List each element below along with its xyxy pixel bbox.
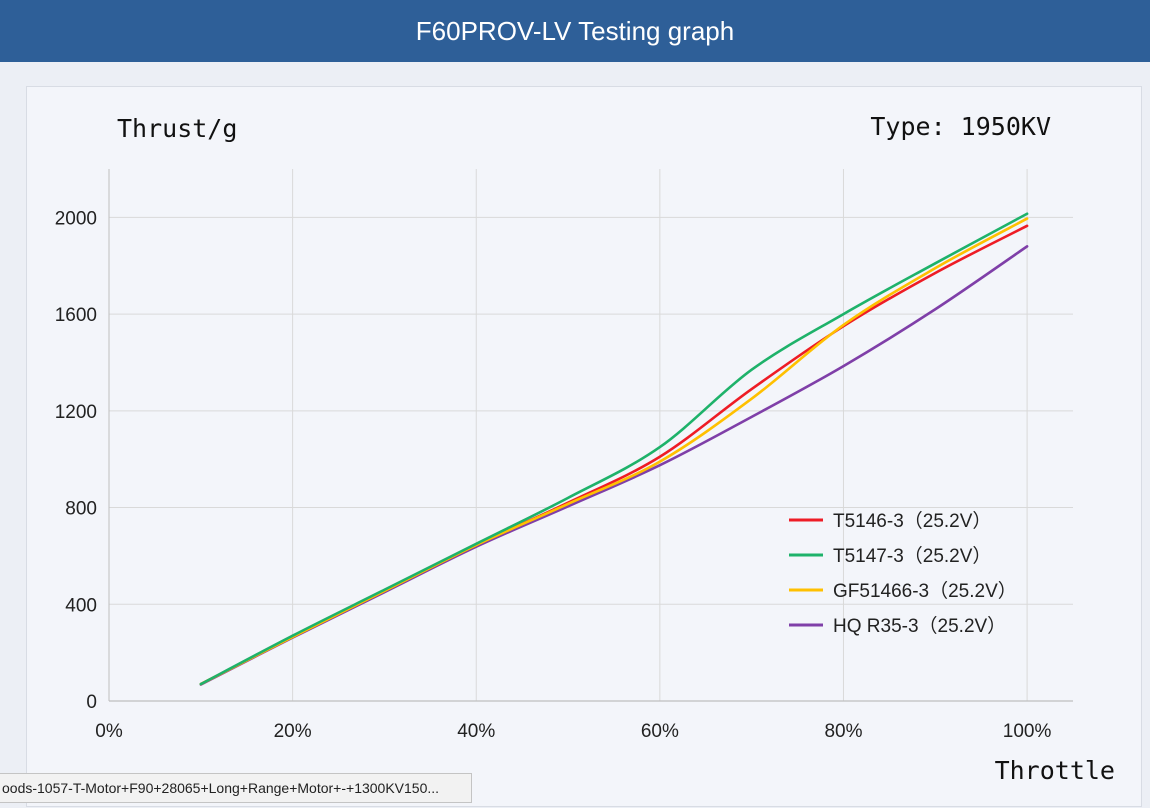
series-line-2 [199,217,1029,686]
x-tick-label: 40% [457,721,495,742]
series-lines [199,212,1029,686]
x-axis-label: Throttle [995,756,1115,785]
y-axis-label: Thrust/g [117,114,237,143]
series-line-1 [199,212,1029,686]
y-tick-label: 800 [65,499,97,520]
y-tick-label: 1200 [55,402,97,423]
status-bar-url: oods-1057-T-Motor+F90+28065+Long+Range+M… [0,773,472,803]
page-header: F60PROV-LV Testing graph [0,0,1150,62]
x-tick-label: 60% [641,721,679,742]
legend-label: T5146-3（25.2V） [833,510,991,532]
x-tick-label: 20% [274,721,312,742]
x-tick-label: 80% [824,721,862,742]
legend-label: GF51466-3（25.2V） [833,580,1017,602]
y-tick-labels: 0 400 800 1200 1600 2000 [55,208,97,713]
chart-card: Thrust/g Type: 1950KV Throttle 0 400 800 12… [26,86,1142,807]
y-tick-label: 400 [65,595,97,616]
thrust-chart: Thrust/g Type: 1950KV Throttle 0 400 800 12… [55,112,1115,785]
motor-type-annotation: Type: 1950KV [870,112,1051,141]
y-tick-label: 0 [86,692,97,713]
x-tick-label: 100% [1003,721,1052,742]
y-tick-label: 1600 [55,305,97,326]
legend-label: T5147-3（25.2V） [833,545,991,567]
x-tick-labels: 0% 20% 40% 60% 80% 100% [95,721,1051,742]
y-tick-label: 2000 [55,208,97,229]
legend: T5146-3（25.2V） T5147-3（25.2V） GF51466-3（25… [789,510,1017,637]
grid [108,169,1073,702]
x-tick-label: 0% [95,721,123,742]
page-title: F60PROV-LV Testing graph [415,15,735,46]
legend-label: HQ R35-3（25.2V） [833,615,1006,637]
